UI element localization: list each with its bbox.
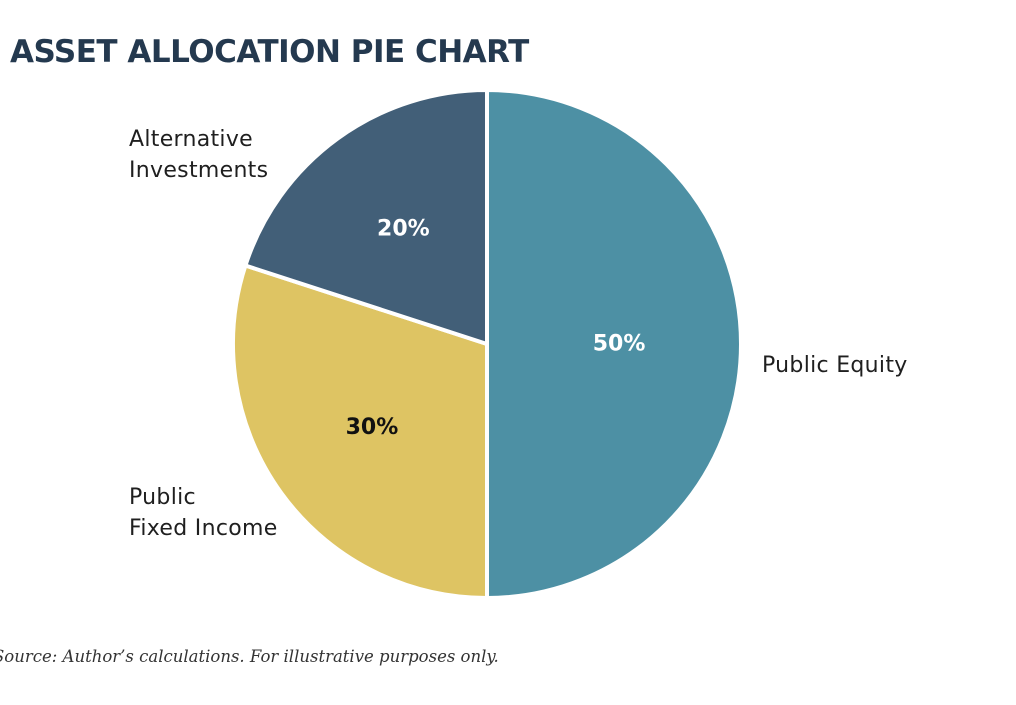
slice-label-line: Investments — [129, 158, 269, 183]
pie-slice-public-fixed-income — [231, 262, 489, 601]
pie-value-labels: 50% 30% 20% — [346, 216, 646, 440]
slice-label-line: Fixed Income — [129, 516, 278, 541]
source-note: Source: Author’s calculations. For illus… — [0, 647, 499, 666]
pie-slice-alternative-investments — [242, 87, 489, 347]
slice-label-public-fixed-income: Public Fixed Income — [129, 482, 278, 544]
value-label-alternative-investments: 20% — [377, 216, 430, 241]
pie-slice-public-equity — [485, 87, 743, 601]
slice-label-line: Public — [129, 485, 196, 510]
slice-label-public-equity: Public Equity — [762, 350, 908, 381]
value-label-public-fixed-income: 30% — [346, 415, 399, 440]
slice-label-line: Public Equity — [762, 353, 908, 378]
slice-label-alternative-investments: Alternative Investments — [129, 124, 268, 186]
chart-title: ASSET ALLOCATION PIE CHART — [10, 34, 529, 70]
pie-slices — [231, 87, 743, 601]
value-label-public-equity: 50% — [593, 332, 646, 357]
slice-label-line: Alternative — [129, 127, 253, 152]
